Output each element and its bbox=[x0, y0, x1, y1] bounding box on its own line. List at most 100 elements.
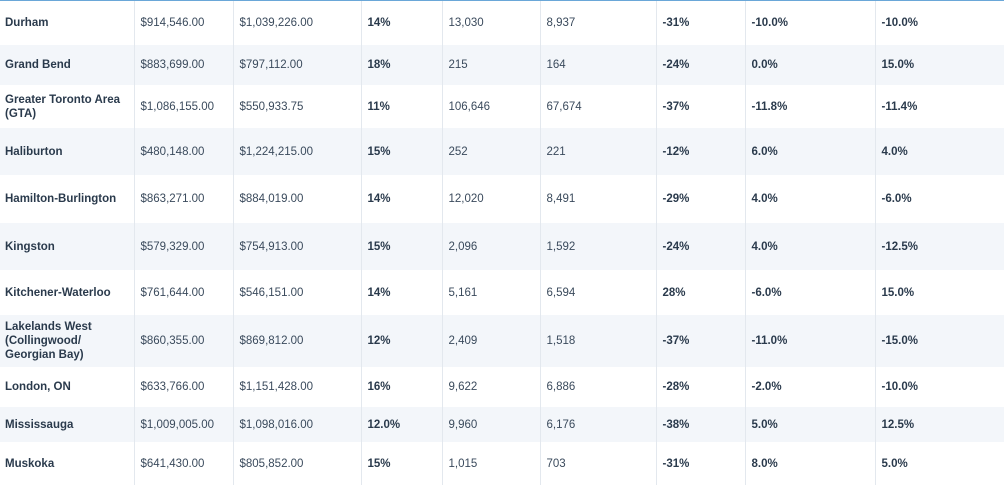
change-cell: -31% bbox=[656, 1, 746, 45]
count-cell: 252 bbox=[442, 128, 541, 175]
city-name: Kingston bbox=[0, 223, 135, 270]
count-cell: 106,646 bbox=[442, 85, 541, 128]
city-name: Lakelands West (Collingwood/ Georgian Ba… bbox=[0, 315, 135, 367]
forecast-cell: 4.0% bbox=[745, 175, 876, 223]
forecast-cell: -2.0% bbox=[745, 367, 876, 407]
count-cell: 1,592 bbox=[540, 223, 657, 270]
forecast-cell: -12.5% bbox=[875, 223, 1004, 270]
count-cell: 6,176 bbox=[540, 407, 657, 442]
value-cell: $579,329.00 bbox=[134, 223, 234, 270]
city-name: Durham bbox=[0, 1, 135, 45]
forecast-cell: -10.0% bbox=[875, 367, 1004, 407]
value-cell: $869,812.00 bbox=[233, 315, 362, 367]
forecast-cell: -11.8% bbox=[745, 85, 876, 128]
percent-cell: 18% bbox=[361, 45, 443, 85]
count-cell: 2,409 bbox=[442, 315, 541, 367]
city-name: Haliburton bbox=[0, 128, 135, 175]
forecast-cell: -10.0% bbox=[745, 1, 876, 45]
table-row: Lakelands West (Collingwood/ Georgian Ba… bbox=[0, 315, 1004, 367]
value-cell: $805,852.00 bbox=[233, 442, 362, 485]
percent-cell: 12.0% bbox=[361, 407, 443, 442]
forecast-cell: -15.0% bbox=[875, 315, 1004, 367]
value-cell: $884,019.00 bbox=[233, 175, 362, 223]
change-cell: -28% bbox=[656, 367, 746, 407]
table-row: Hamilton-Burlington $863,271.00 $884,019… bbox=[0, 175, 1004, 223]
table-row: Grand Bend $883,699.00 $797,112.00 18% 2… bbox=[0, 45, 1004, 85]
percent-cell: 15% bbox=[361, 223, 443, 270]
value-cell: $1,009,005.00 bbox=[134, 407, 234, 442]
percent-cell: 12% bbox=[361, 315, 443, 367]
value-cell: $1,086,155.00 bbox=[134, 85, 234, 128]
change-cell: -24% bbox=[656, 223, 746, 270]
table-row: Greater Toronto Area (GTA) $1,086,155.00… bbox=[0, 85, 1004, 128]
count-cell: 9,960 bbox=[442, 407, 541, 442]
value-cell: $761,644.00 bbox=[134, 270, 234, 315]
count-cell: 6,886 bbox=[540, 367, 657, 407]
percent-cell: 15% bbox=[361, 128, 443, 175]
value-cell: $1,098,016.00 bbox=[233, 407, 362, 442]
count-cell: 164 bbox=[540, 45, 657, 85]
forecast-cell: 5.0% bbox=[875, 442, 1004, 485]
forecast-cell: 12.5% bbox=[875, 407, 1004, 442]
percent-cell: 11% bbox=[361, 85, 443, 128]
city-name: Grand Bend bbox=[0, 45, 135, 85]
count-cell: 1,518 bbox=[540, 315, 657, 367]
count-cell: 215 bbox=[442, 45, 541, 85]
city-name: Kitchener-Waterloo bbox=[0, 270, 135, 315]
value-cell: $633,766.00 bbox=[134, 367, 234, 407]
count-cell: 5,161 bbox=[442, 270, 541, 315]
forecast-cell: 5.0% bbox=[745, 407, 876, 442]
count-cell: 1,015 bbox=[442, 442, 541, 485]
change-cell: -12% bbox=[656, 128, 746, 175]
percent-cell: 14% bbox=[361, 175, 443, 223]
count-cell: 12,020 bbox=[442, 175, 541, 223]
count-cell: 8,491 bbox=[540, 175, 657, 223]
value-cell: $546,151.00 bbox=[233, 270, 362, 315]
change-cell: 28% bbox=[656, 270, 746, 315]
city-name: Hamilton-Burlington bbox=[0, 175, 135, 223]
city-name: London, ON bbox=[0, 367, 135, 407]
forecast-cell: 4.0% bbox=[875, 128, 1004, 175]
count-cell: 2,096 bbox=[442, 223, 541, 270]
percent-cell: 16% bbox=[361, 367, 443, 407]
value-cell: $1,039,226.00 bbox=[233, 1, 362, 45]
forecast-cell: -6.0% bbox=[745, 270, 876, 315]
forecast-cell: 4.0% bbox=[745, 223, 876, 270]
change-cell: -37% bbox=[656, 85, 746, 128]
city-name: Muskoka bbox=[0, 442, 135, 485]
table-row: Durham $914,546.00 $1,039,226.00 14% 13,… bbox=[0, 1, 1004, 45]
forecast-cell: 6.0% bbox=[745, 128, 876, 175]
count-cell: 703 bbox=[540, 442, 657, 485]
forecast-cell: -11.0% bbox=[745, 315, 876, 367]
forecast-cell: 0.0% bbox=[745, 45, 876, 85]
percent-cell: 14% bbox=[361, 1, 443, 45]
value-cell: $754,913.00 bbox=[233, 223, 362, 270]
value-cell: $1,151,428.00 bbox=[233, 367, 362, 407]
table-row: Haliburton $480,148.00 $1,224,215.00 15%… bbox=[0, 128, 1004, 175]
count-cell: 6,594 bbox=[540, 270, 657, 315]
change-cell: -24% bbox=[656, 45, 746, 85]
percent-cell: 15% bbox=[361, 442, 443, 485]
value-cell: $641,430.00 bbox=[134, 442, 234, 485]
table-row: Kitchener-Waterloo $761,644.00 $546,151.… bbox=[0, 270, 1004, 315]
count-cell: 67,674 bbox=[540, 85, 657, 128]
forecast-cell: 15.0% bbox=[875, 270, 1004, 315]
count-cell: 13,030 bbox=[442, 1, 541, 45]
city-name: Mississauga bbox=[0, 407, 135, 442]
table-row: Muskoka $641,430.00 $805,852.00 15% 1,01… bbox=[0, 442, 1004, 485]
percent-cell: 14% bbox=[361, 270, 443, 315]
city-name: Greater Toronto Area (GTA) bbox=[0, 85, 135, 128]
forecast-cell: -6.0% bbox=[875, 175, 1004, 223]
change-cell: -38% bbox=[656, 407, 746, 442]
table-row: Kingston $579,329.00 $754,913.00 15% 2,0… bbox=[0, 223, 1004, 270]
value-cell: $860,355.00 bbox=[134, 315, 234, 367]
forecast-cell: 15.0% bbox=[875, 45, 1004, 85]
table-row: London, ON $633,766.00 $1,151,428.00 16%… bbox=[0, 367, 1004, 407]
value-cell: $863,271.00 bbox=[134, 175, 234, 223]
count-cell: 9,622 bbox=[442, 367, 541, 407]
value-cell: $883,699.00 bbox=[134, 45, 234, 85]
change-cell: -29% bbox=[656, 175, 746, 223]
forecast-cell: 8.0% bbox=[745, 442, 876, 485]
